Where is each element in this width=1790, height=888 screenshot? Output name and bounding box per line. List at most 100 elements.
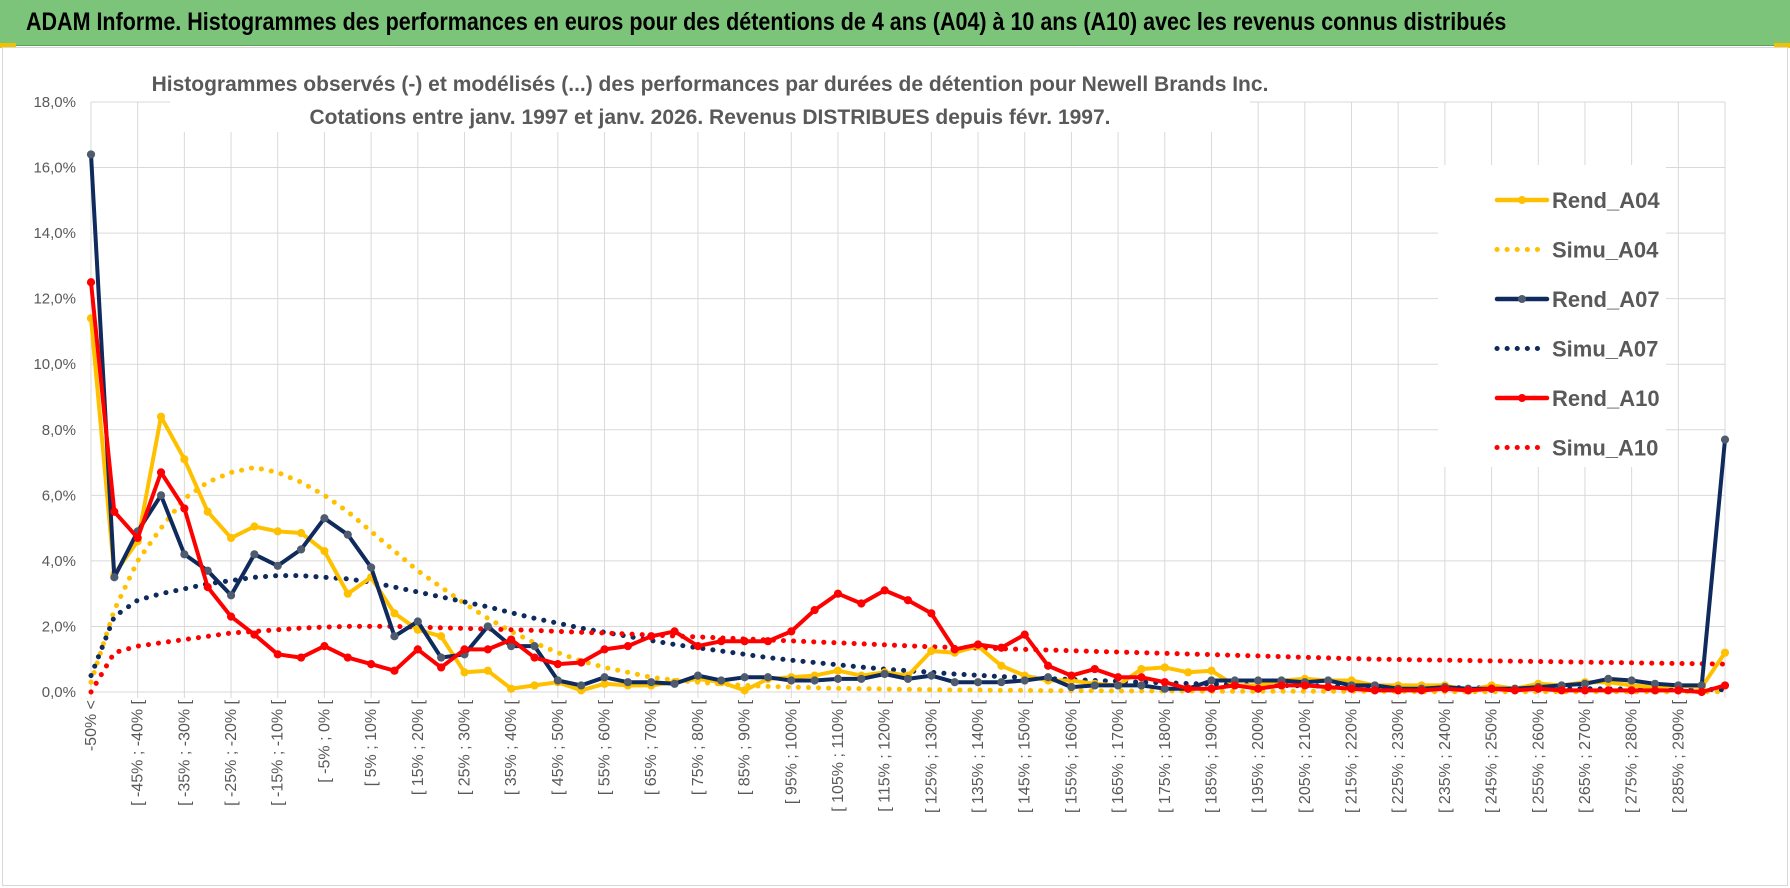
x-tick-label: [ 35% ; 40% [ (503, 699, 520, 795)
y-tick-label: 0,0% (42, 684, 76, 701)
data-point (1090, 681, 1099, 690)
data-point (857, 599, 866, 608)
data-point (1300, 681, 1309, 690)
data-point (483, 622, 492, 631)
data-point (530, 681, 539, 690)
data-point (693, 642, 703, 651)
data-point (86, 150, 96, 159)
data-point (320, 514, 329, 523)
series-group (86, 150, 1730, 697)
data-point (437, 632, 446, 641)
data-point (156, 412, 166, 421)
legend-background (1438, 165, 1666, 467)
data-point (343, 653, 352, 662)
chart-frame (2, 47, 1788, 886)
x-tick-label: [ 85% ; 90% [ (737, 699, 754, 795)
data-point (1720, 648, 1730, 657)
data-point (927, 671, 936, 680)
data-point (180, 455, 189, 464)
data-point (296, 545, 306, 554)
data-point (1324, 682, 1333, 692)
data-point (1207, 666, 1216, 675)
x-tick-label: [ 25% ; 30% [ (456, 699, 473, 795)
chart-subtitle: Cotations entre janv. 1997 et janv. 2026… (309, 106, 1110, 129)
x-tick-label: [ -25% ; -20% [ (223, 699, 240, 805)
title-background (170, 66, 1250, 132)
data-point (1650, 686, 1660, 695)
x-tick-label: [ 55% ; 60% [ (597, 699, 614, 795)
data-point (203, 583, 212, 592)
data-point (1604, 686, 1613, 695)
data-point (226, 591, 236, 600)
data-point (250, 522, 259, 531)
x-tick-label: [ 135% ; 140% [ (970, 699, 987, 813)
data-point (156, 491, 166, 500)
data-point (833, 666, 843, 675)
x-tick-label: [ -45% ; -40% [ (130, 699, 147, 805)
data-point (483, 645, 492, 654)
corner-accent-left (0, 43, 16, 48)
data-point (1534, 684, 1543, 693)
data-point (273, 561, 282, 570)
data-point (1090, 664, 1099, 674)
data-point (437, 653, 446, 662)
data-point (507, 635, 516, 644)
x-tick-label: [ 235% ; 240% [ (1437, 699, 1454, 813)
data-point (180, 550, 189, 559)
x-tick-label: [ 65% ; 70% [ (643, 699, 660, 795)
data-point (903, 596, 913, 605)
data-point (133, 533, 142, 543)
data-point (1207, 684, 1216, 693)
data-point (390, 666, 399, 675)
data-point (670, 627, 679, 636)
data-point (833, 589, 843, 598)
data-point (437, 663, 446, 672)
data-point (320, 642, 329, 651)
data-point (483, 666, 492, 675)
y-tick-label: 18,0% (33, 94, 76, 111)
data-point (927, 609, 936, 618)
data-point (156, 468, 166, 477)
y-tick-label: 14,0% (33, 225, 76, 242)
x-tick-label: [ 125% ; 130% [ (923, 699, 940, 813)
data-point (1580, 686, 1590, 695)
data-point (1043, 661, 1053, 670)
data-point (1557, 686, 1566, 695)
data-point (1674, 686, 1683, 695)
data-point (320, 546, 329, 556)
y-tick-label: 16,0% (33, 160, 76, 177)
legend-label: Simu_A04 (1552, 238, 1659, 263)
data-point (180, 504, 189, 513)
y-tick-label: 10,0% (33, 356, 76, 373)
legend-label: Rend_A07 (1552, 287, 1660, 312)
chart-title: Histogrammes observés (-) et modélisés (… (152, 73, 1269, 96)
x-tick-label: [ 195% ; 200% [ (1250, 699, 1267, 813)
x-tick-label: [ 155% ; 160% [ (1063, 699, 1080, 813)
data-point (1394, 686, 1403, 695)
data-point (1417, 686, 1426, 695)
data-point (787, 627, 796, 636)
data-point (927, 646, 936, 656)
data-point (997, 643, 1006, 652)
data-point (717, 637, 726, 646)
header-banner: ADAM Informe. Histogrammes des performan… (0, 0, 1790, 46)
data-point (1720, 681, 1730, 690)
data-point (1370, 686, 1379, 695)
data-point (226, 533, 236, 543)
data-point (1137, 681, 1146, 690)
data-point (833, 674, 843, 683)
data-point (1254, 676, 1263, 685)
data-point (1604, 674, 1613, 683)
data-point (553, 660, 562, 669)
legend: Rend_A04 Simu_A04 Rend_A07 Simu_A07 Rend_A10… (1494, 188, 1660, 461)
data-point (296, 528, 306, 538)
data-point (1020, 676, 1029, 685)
x-tick-label: [ 215% ; 220% [ (1344, 699, 1361, 813)
legend-label: Simu_A10 (1552, 436, 1658, 461)
y-tick-label: 2,0% (42, 618, 76, 635)
x-tick-label: [ 45% ; 50% [ (550, 699, 567, 795)
data-point (1113, 673, 1123, 682)
y-tick-label: 12,0% (33, 291, 76, 308)
data-point (647, 678, 656, 687)
data-point (950, 678, 959, 687)
